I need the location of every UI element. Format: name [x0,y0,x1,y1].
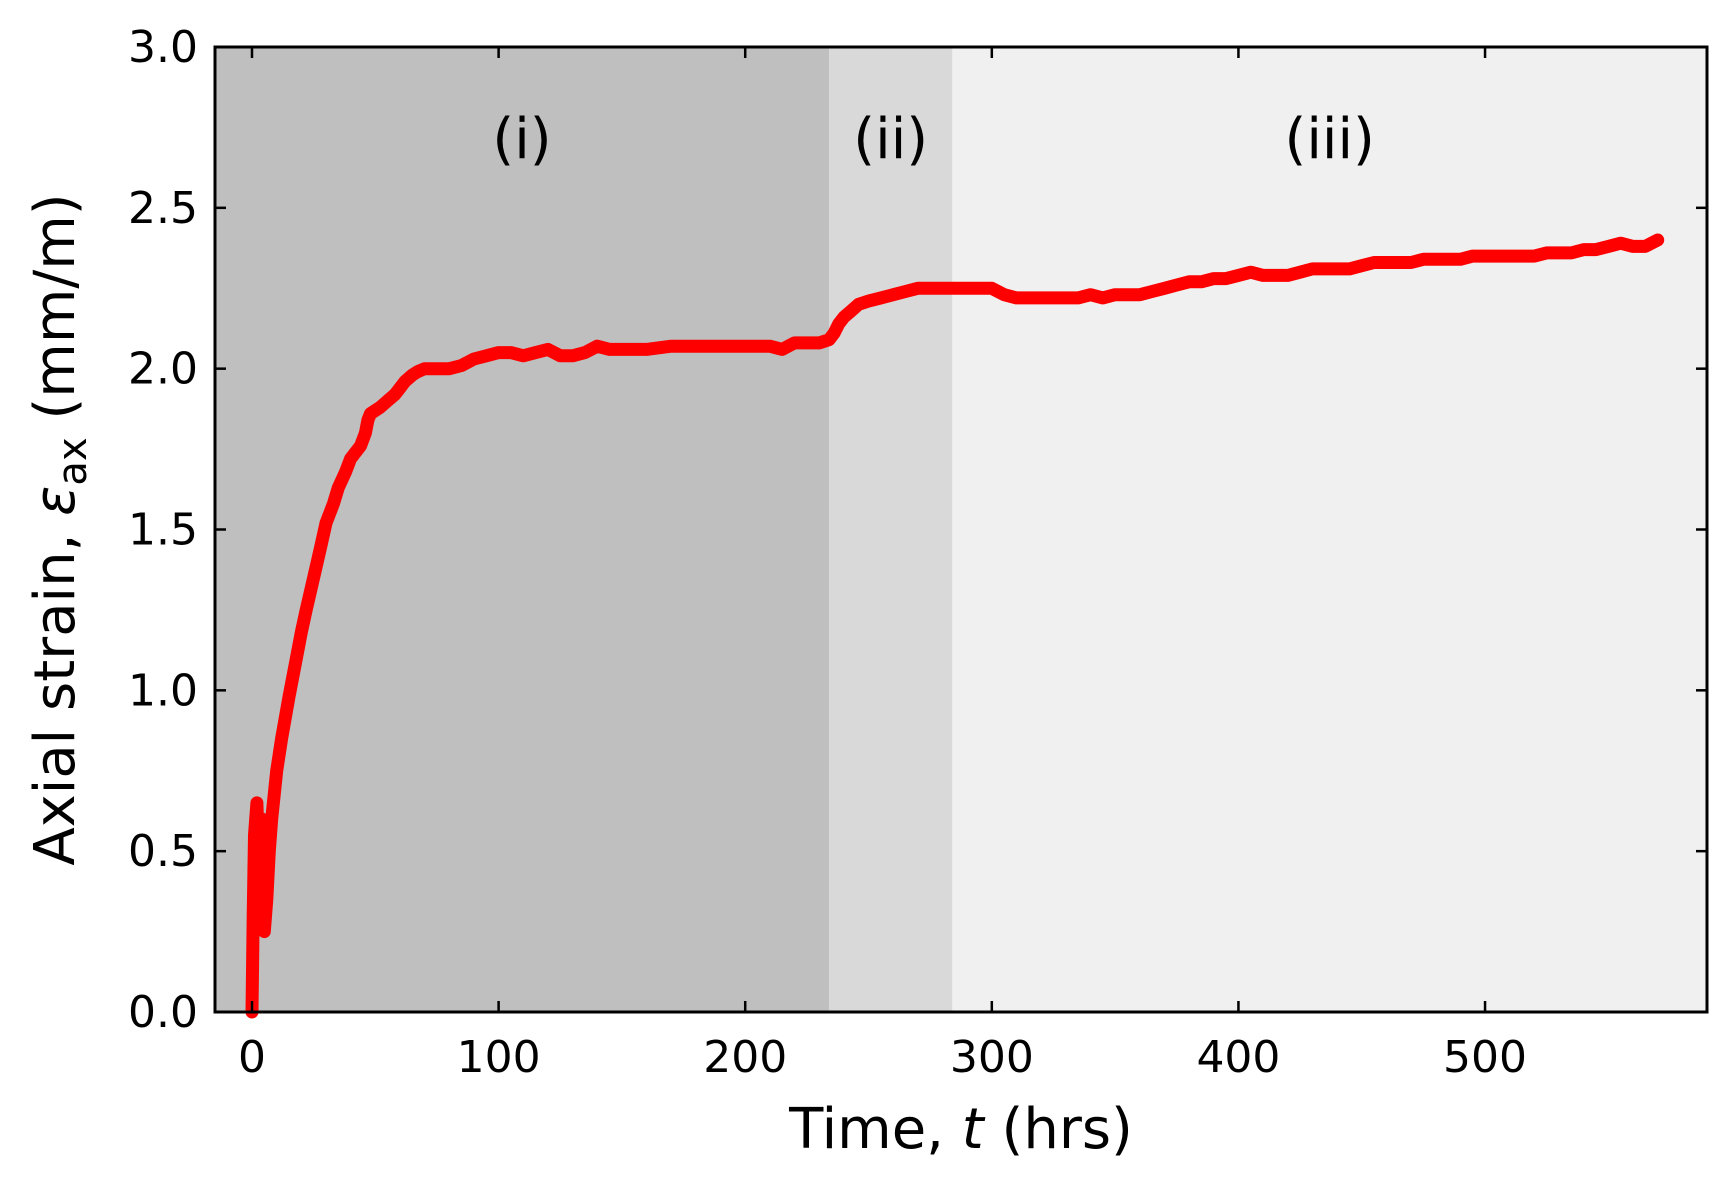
ticks-layer [215,45,1707,1014]
y-axis-title-symbol: ε [23,486,88,516]
y-tick-label: 3.0 [128,22,198,73]
y-axis-title: Axial strain, εax (mm/m) [23,193,96,865]
x-tick-label: 300 [950,1032,1034,1083]
y-tick-label: 0.0 [128,987,198,1038]
y-tick-label: 2.5 [128,183,198,234]
y-axis-title-suffix: (mm/m) [23,193,88,437]
region-label-1: (i) [492,107,551,172]
series-layer [245,233,1665,1019]
y-axis-title-prefix: Axial strain, [23,516,88,866]
x-tick-label: 400 [1196,1032,1280,1083]
x-tick-label: 500 [1443,1032,1527,1083]
regions-layer [215,47,1707,1012]
region-label-2: (ii) [853,107,928,172]
x-axis-title-symbol: t [962,1097,986,1162]
region-band-1 [215,47,830,1012]
x-tick-label: 200 [703,1032,787,1083]
y-tick-label: 1.0 [128,665,198,716]
x-axis-title-prefix: Time, [788,1097,962,1162]
region-band-2 [829,47,953,1012]
x-axis-title: Time, t (hrs) [788,1097,1133,1162]
tick-labels-layer: 0 100 200 300 400 500 0.0 0.5 1.0 1.5 2.0 2.5 3.0 [128,22,1527,1083]
x-tick-label: 100 [457,1032,541,1083]
y-tick-label: 2.0 [128,344,198,395]
region-labels-layer: (i) (ii) (iii) [492,107,1374,172]
x-tick-label: 0 [238,1032,266,1083]
y-tick-label: 0.5 [128,826,198,877]
y-axis-title-subscript: ax [50,437,96,485]
y-tick-label: 1.5 [128,505,198,556]
region-band-3 [952,47,1707,1012]
series-line-1 [245,233,1665,1019]
x-axis-title-suffix: (hrs) [984,1097,1133,1162]
region-label-3: (iii) [1284,107,1374,172]
